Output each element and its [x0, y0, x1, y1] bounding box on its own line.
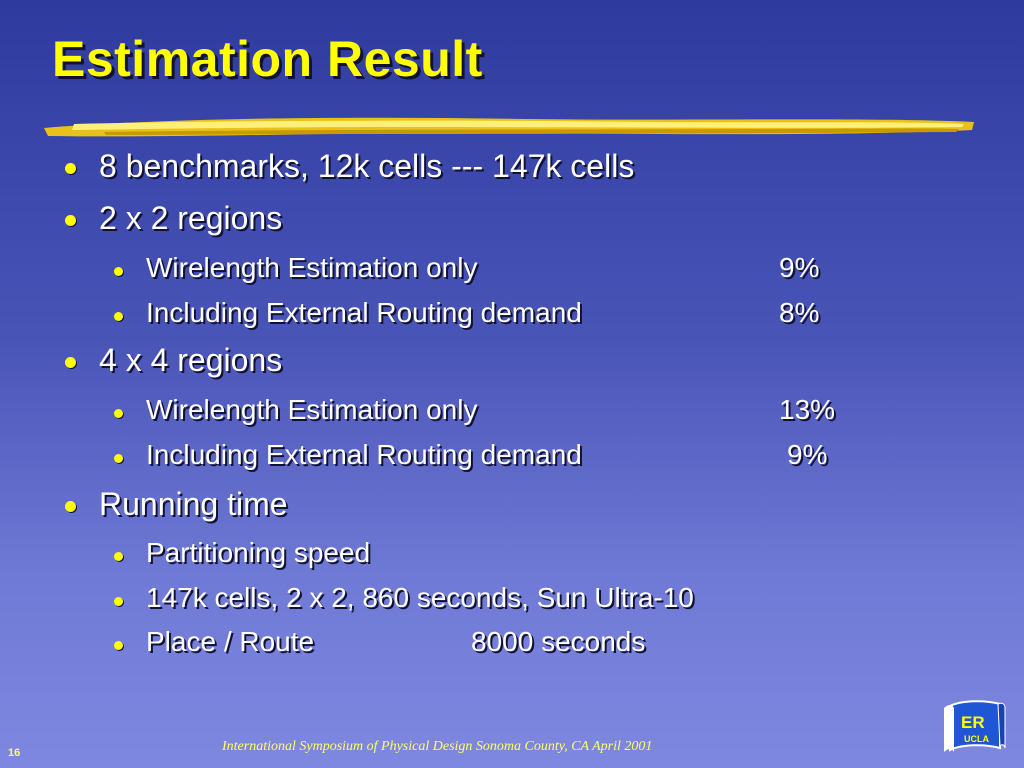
bullet-dot-icon — [65, 215, 76, 226]
sub-bullet-item: Place / Route 8000 seconds — [0, 626, 1024, 670]
bullet-dot-icon — [114, 597, 123, 606]
sub-bullet-item: Including External Routing demand 9% — [0, 439, 1024, 483]
sub-bullet-label: Including External Routing demand — [146, 297, 582, 328]
sub-bullet-label: Including External Routing demand — [146, 439, 582, 470]
logo-main-text: ER — [961, 713, 985, 732]
sub-bullet-item: Including External Routing demand 8% — [0, 297, 1024, 341]
bullet-text: 2 x 2 regions — [99, 200, 283, 236]
sub-bullet-value: 9% — [779, 252, 820, 283]
bullet-text: 4 x 4 regions — [99, 342, 283, 378]
sub-bullet-text: Partitioning speed — [146, 537, 371, 568]
sub-bullet-item: Wirelength Estimation only 13% — [0, 394, 1024, 438]
bullet-dot-icon — [65, 357, 76, 368]
sub-bullet-label: Wirelength Estimation only — [146, 252, 478, 283]
bullet-dot-icon — [114, 454, 123, 463]
sub-bullet-text: 147k cells, 2 x 2, 860 seconds, Sun Ultr… — [146, 582, 694, 613]
bullet-dot-icon — [65, 163, 76, 174]
bullet-dot-icon — [65, 501, 76, 512]
sub-bullet-value: 13% — [779, 394, 836, 425]
bullet-dot-icon — [114, 409, 123, 418]
bullet-dot-icon — [114, 267, 123, 276]
sub-bullet-value: 8% — [779, 297, 820, 328]
bullet-dot-icon — [114, 552, 123, 561]
sub-bullet-value: 8000 seconds — [471, 626, 646, 657]
logo-sub-text: UCLA — [964, 734, 989, 744]
sub-bullet-item: 147k cells, 2 x 2, 860 seconds, Sun Ultr… — [0, 582, 1024, 626]
bullet-item: 8 benchmarks, 12k cells --- 147k cells — [0, 148, 1024, 192]
bullet-item: 2 x 2 regions — [0, 200, 1024, 244]
er-ucla-logo: ER UCLA — [944, 700, 1006, 752]
sub-bullet-label: Wirelength Estimation only — [146, 394, 478, 425]
title-underline-brushstroke — [44, 117, 974, 137]
slide-footer: International Symposium of Physical Desi… — [222, 739, 653, 754]
sub-bullet-value: 9% — [787, 439, 828, 470]
bullet-text: Running time — [99, 486, 288, 522]
slide-title: Estimation Result — [52, 31, 483, 87]
bullet-item: Running time — [0, 486, 1024, 530]
sub-bullet-label: Place / Route — [146, 626, 315, 657]
bullet-text: 8 benchmarks, 12k cells --- 147k cells — [99, 148, 635, 184]
page-number: 16 — [8, 747, 21, 759]
sub-bullet-item: Partitioning speed — [0, 537, 1024, 581]
sub-bullet-item: Wirelength Estimation only 9% — [0, 252, 1024, 296]
bullet-dot-icon — [114, 312, 123, 321]
bullet-item: 4 x 4 regions — [0, 342, 1024, 386]
bullet-dot-icon — [114, 641, 123, 650]
